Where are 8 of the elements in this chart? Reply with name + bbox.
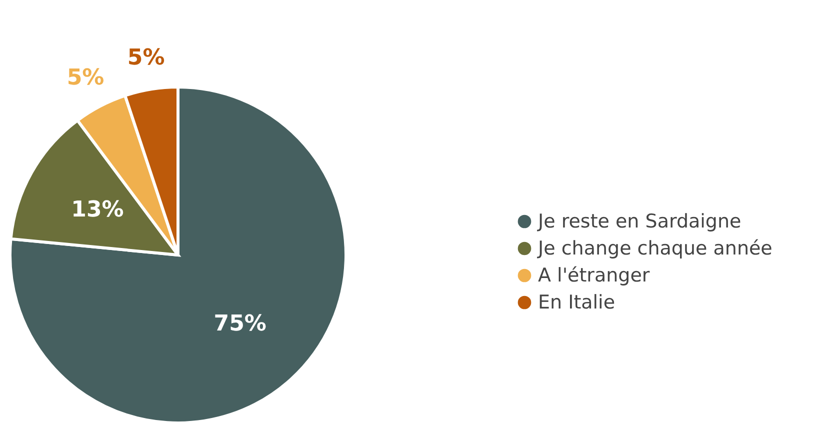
data-label: 13% [71, 198, 124, 223]
legend-label: En Italie [538, 292, 616, 314]
legend-label: Je change chaque année [537, 238, 772, 260]
legend-label: Je reste en Sardaigne [537, 210, 742, 232]
data-label: 5% [66, 66, 104, 91]
data-label: 75% [214, 311, 266, 336]
legend-label: A l'étranger [538, 264, 650, 286]
data-label: 5% [127, 46, 165, 71]
